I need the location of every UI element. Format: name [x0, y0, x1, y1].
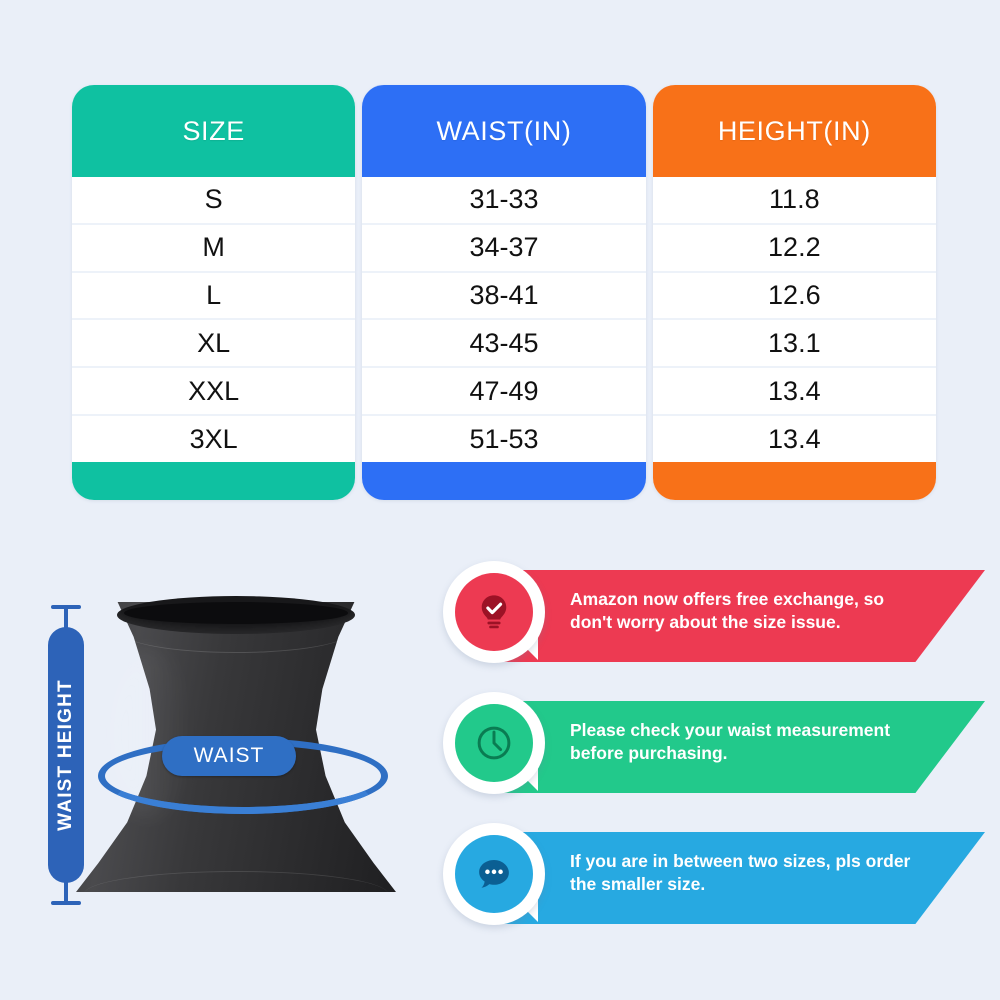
- table-cell-size: XL: [72, 320, 356, 369]
- waist-height-label: WAIST HEIGHT: [48, 627, 84, 883]
- product-diagram: WAIST HEIGHT WAIST: [18, 560, 428, 980]
- waist-height-gauge: WAIST HEIGHT: [48, 605, 84, 905]
- column-body-height: 11.8 12.2 12.6 13.1 13.4 13.4: [652, 177, 936, 462]
- table-cell-waist: 51-53: [362, 416, 646, 462]
- size-chart-table: SIZE S M L XL XXL 3XL WAIST(IN) 31-33 34…: [72, 85, 936, 500]
- callout-badge: [440, 558, 556, 674]
- callout-item: If you are in between two sizes, pls ord…: [440, 820, 985, 936]
- column-footer-size: [72, 462, 356, 500]
- belt-top-opening: [117, 596, 355, 634]
- callout-text: Amazon now offers free exchange, so don'…: [570, 589, 885, 633]
- table-cell-height: 12.2: [652, 224, 936, 273]
- table-cell-height: 13.1: [652, 320, 936, 369]
- table-cell-size: 3XL: [72, 416, 356, 462]
- table-cell-size: XXL: [72, 368, 356, 417]
- gauge-stem-bottom-icon: [64, 881, 68, 903]
- column-header-height: HEIGHT(IN): [652, 85, 936, 177]
- size-chart-column-height: HEIGHT(IN) 11.8 12.2 12.6 13.1 13.4 13.4: [652, 85, 936, 500]
- column-footer-waist: [362, 462, 646, 500]
- waist-height-label-text: WAIST HEIGHT: [55, 679, 76, 831]
- column-body-waist: 31-33 34-37 38-41 43-45 47-49 51-53: [362, 177, 646, 462]
- callout-text: If you are in between two sizes, pls ord…: [570, 851, 911, 895]
- size-chart-column-size: SIZE S M L XL XXL 3XL: [72, 85, 356, 500]
- table-cell-waist: 34-37: [362, 224, 646, 273]
- column-header-waist: WAIST(IN): [362, 85, 646, 177]
- table-cell-height: 13.4: [652, 368, 936, 417]
- clock-icon: [455, 704, 533, 782]
- callout-ribbon: [488, 701, 985, 793]
- callout-item: Please check your waist measurement befo…: [440, 689, 985, 805]
- callout-badge: [440, 689, 556, 805]
- chat-bubble-icon: [455, 835, 533, 913]
- table-cell-waist: 43-45: [362, 320, 646, 369]
- callout-badge: [440, 820, 556, 936]
- table-cell-height: 11.8: [652, 177, 936, 225]
- table-cell-height: 12.6: [652, 272, 936, 321]
- column-header-size: SIZE: [72, 85, 356, 177]
- callout-ribbon: [488, 832, 985, 924]
- gauge-stem-top-icon: [64, 607, 68, 629]
- waist-label: WAIST: [162, 736, 296, 776]
- gauge-cap-bottom-icon: [51, 901, 81, 905]
- waist-measure-ring-front-icon: [98, 776, 388, 814]
- table-cell-waist: 47-49: [362, 368, 646, 417]
- column-body-size: S M L XL XXL 3XL: [72, 177, 356, 462]
- waist-trainer-belt-image: WAIST: [76, 588, 396, 906]
- belt-top-seam: [122, 632, 350, 653]
- table-cell-size: L: [72, 272, 356, 321]
- belt-bottom-seam: [84, 871, 388, 894]
- callout-item: Amazon now offers free exchange, so don'…: [440, 558, 985, 674]
- column-footer-height: [652, 462, 936, 500]
- callout-list: Amazon now offers free exchange, so don'…: [440, 558, 985, 968]
- table-cell-height: 13.4: [652, 416, 936, 462]
- table-cell-size: S: [72, 177, 356, 225]
- table-cell-waist: 38-41: [362, 272, 646, 321]
- lightbulb-check-icon: [455, 573, 533, 651]
- size-chart-column-waist: WAIST(IN) 31-33 34-37 38-41 43-45 47-49 …: [362, 85, 646, 500]
- table-cell-waist: 31-33: [362, 177, 646, 225]
- callout-ribbon: [488, 570, 985, 662]
- callout-text: Please check your waist measurement befo…: [570, 720, 891, 764]
- table-cell-size: M: [72, 224, 356, 273]
